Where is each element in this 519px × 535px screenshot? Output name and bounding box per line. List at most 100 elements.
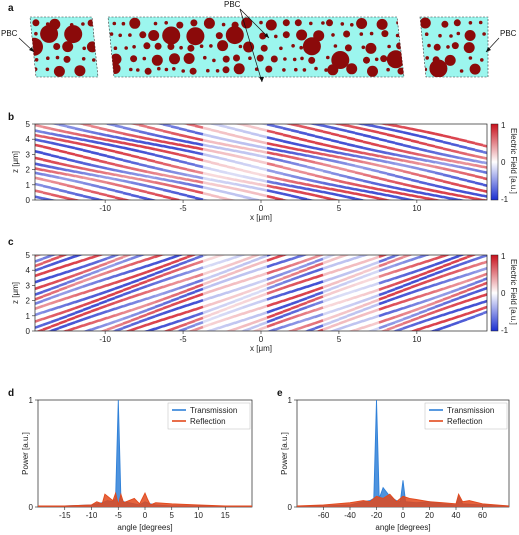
legend-box	[424, 402, 508, 430]
field-stripes-b	[35, 124, 487, 200]
scatterer-disk	[425, 56, 430, 60]
scatterer-disk	[427, 43, 431, 48]
scatterer-disk	[387, 44, 391, 49]
scatterer-disk	[396, 20, 400, 25]
scatterer-disk	[464, 30, 476, 41]
x-tick-label: -20	[371, 511, 383, 520]
legend-label: Transmission	[190, 406, 237, 415]
scatterer-disk	[420, 17, 431, 29]
scatterer-disk	[86, 41, 98, 53]
scatterer-disk	[176, 21, 184, 29]
scatterer-disk	[309, 21, 313, 26]
scatterer-disk	[74, 65, 86, 77]
panel-c-label: c	[8, 237, 14, 248]
scatterer-disk	[299, 45, 304, 50]
scatterer-disk	[482, 32, 486, 36]
scatterer-disk	[139, 31, 147, 39]
scatterer-disk	[142, 56, 147, 61]
y-axis-label: Power [a.u.]	[21, 432, 30, 475]
scatterer-disk	[376, 18, 388, 30]
scatterer-disk	[302, 68, 307, 72]
scatterer-disk	[121, 21, 126, 26]
colorbar-b	[490, 123, 499, 201]
scatterer-disk	[265, 65, 273, 73]
pbc-label-top: PBC	[224, 0, 241, 9]
scatterer-disk	[302, 37, 321, 56]
scatterer-disk	[365, 42, 377, 54]
scatterer-disk	[480, 58, 484, 62]
scatterer-disk	[386, 67, 390, 72]
x-tick-label: -15	[59, 511, 71, 520]
x-tick-label: 20	[425, 511, 434, 520]
scatterer-disk	[55, 55, 60, 60]
scatterer-disk	[468, 21, 473, 25]
scatterer-disk	[282, 19, 290, 27]
scatterer-disk	[459, 69, 464, 73]
scatterer-disk	[189, 67, 197, 75]
scatterer-disk	[326, 19, 333, 27]
scatterer-disk	[424, 32, 429, 36]
scatterer-disk	[265, 19, 277, 31]
scatterer-disk	[340, 22, 345, 26]
scatterer-disk	[350, 23, 354, 27]
panel-a-scatterer-diagram	[18, 8, 500, 83]
panel-d-angular-spectrum: -15 -10 -5 0 5 10 15 0 1 angle [degrees] Power [a.…	[21, 396, 253, 532]
scatterer-disk	[260, 44, 268, 52]
x-tick-label: 5	[337, 204, 342, 213]
y-axis-label: Power [a.u.]	[280, 432, 289, 475]
scatterer-disk	[478, 20, 483, 25]
scatterer-disk	[363, 56, 370, 64]
scatterer-disk	[331, 51, 350, 69]
scatterer-disk	[283, 57, 287, 61]
panel-d-label: d	[8, 388, 15, 399]
scatterer-disk	[291, 44, 295, 48]
x-tick-label: 5	[337, 335, 342, 344]
x-tick-label: -5	[180, 204, 188, 213]
scatterer-disk	[199, 44, 204, 48]
scatterer-disk	[151, 54, 163, 66]
scatterer-disk	[222, 55, 230, 63]
scatterer-disk	[344, 44, 352, 52]
scatterer-disk	[300, 56, 304, 61]
scatterer-disk	[225, 26, 244, 45]
scatterer-disk	[395, 33, 400, 38]
scatterer-disk	[217, 40, 229, 52]
scatterer-disk	[361, 45, 366, 50]
scatterer-disk	[30, 37, 43, 56]
scatterer-disk	[206, 68, 210, 73]
y-tick-label: 0	[29, 503, 34, 512]
cbar-b-tick-m1: -1	[501, 195, 509, 204]
scatterer-disk	[279, 46, 283, 51]
cbar-b-tick-1: 1	[501, 121, 506, 130]
scatterer-disk	[256, 54, 264, 62]
pbc-label-right: PBC	[500, 29, 517, 38]
y-tick-label: 1	[288, 396, 293, 405]
panel-b-field-map: -10 -5 0 5 10 0 1 2 3 4 5 1 0 -1 Electric Field [a…	[11, 120, 518, 222]
scatterer-disk	[169, 53, 180, 65]
panel-b-xlabel: x [μm]	[250, 213, 272, 222]
scatterer-disk	[110, 53, 122, 65]
scatterers-middle	[109, 17, 404, 77]
scatterer-disk	[190, 19, 198, 27]
scatterer-disk	[270, 55, 278, 63]
scatterer-disk	[381, 30, 389, 38]
z-tick-label: 0	[26, 196, 31, 205]
scatterer-disk	[296, 29, 308, 41]
scatterer-disk	[46, 56, 50, 60]
series-fill-reflection	[38, 493, 252, 507]
scatterer-disk	[294, 67, 298, 72]
scatterer-disk	[187, 44, 195, 52]
scatterer-disk	[203, 55, 207, 60]
x-tick-label: 0	[259, 335, 264, 344]
y-tick-label: 0	[288, 503, 293, 512]
scatterer-disk	[294, 19, 302, 27]
scatterer-disk	[64, 25, 83, 44]
scatterer-disk	[45, 67, 50, 72]
scatterer-disk	[374, 57, 379, 62]
scatterer-disk	[181, 69, 185, 73]
scatterer-disk	[209, 44, 213, 48]
scatterer-disk	[343, 30, 351, 38]
y-tick-label: 1	[29, 396, 34, 405]
scatterer-disk	[32, 19, 40, 27]
scatterer-disk	[33, 67, 38, 71]
